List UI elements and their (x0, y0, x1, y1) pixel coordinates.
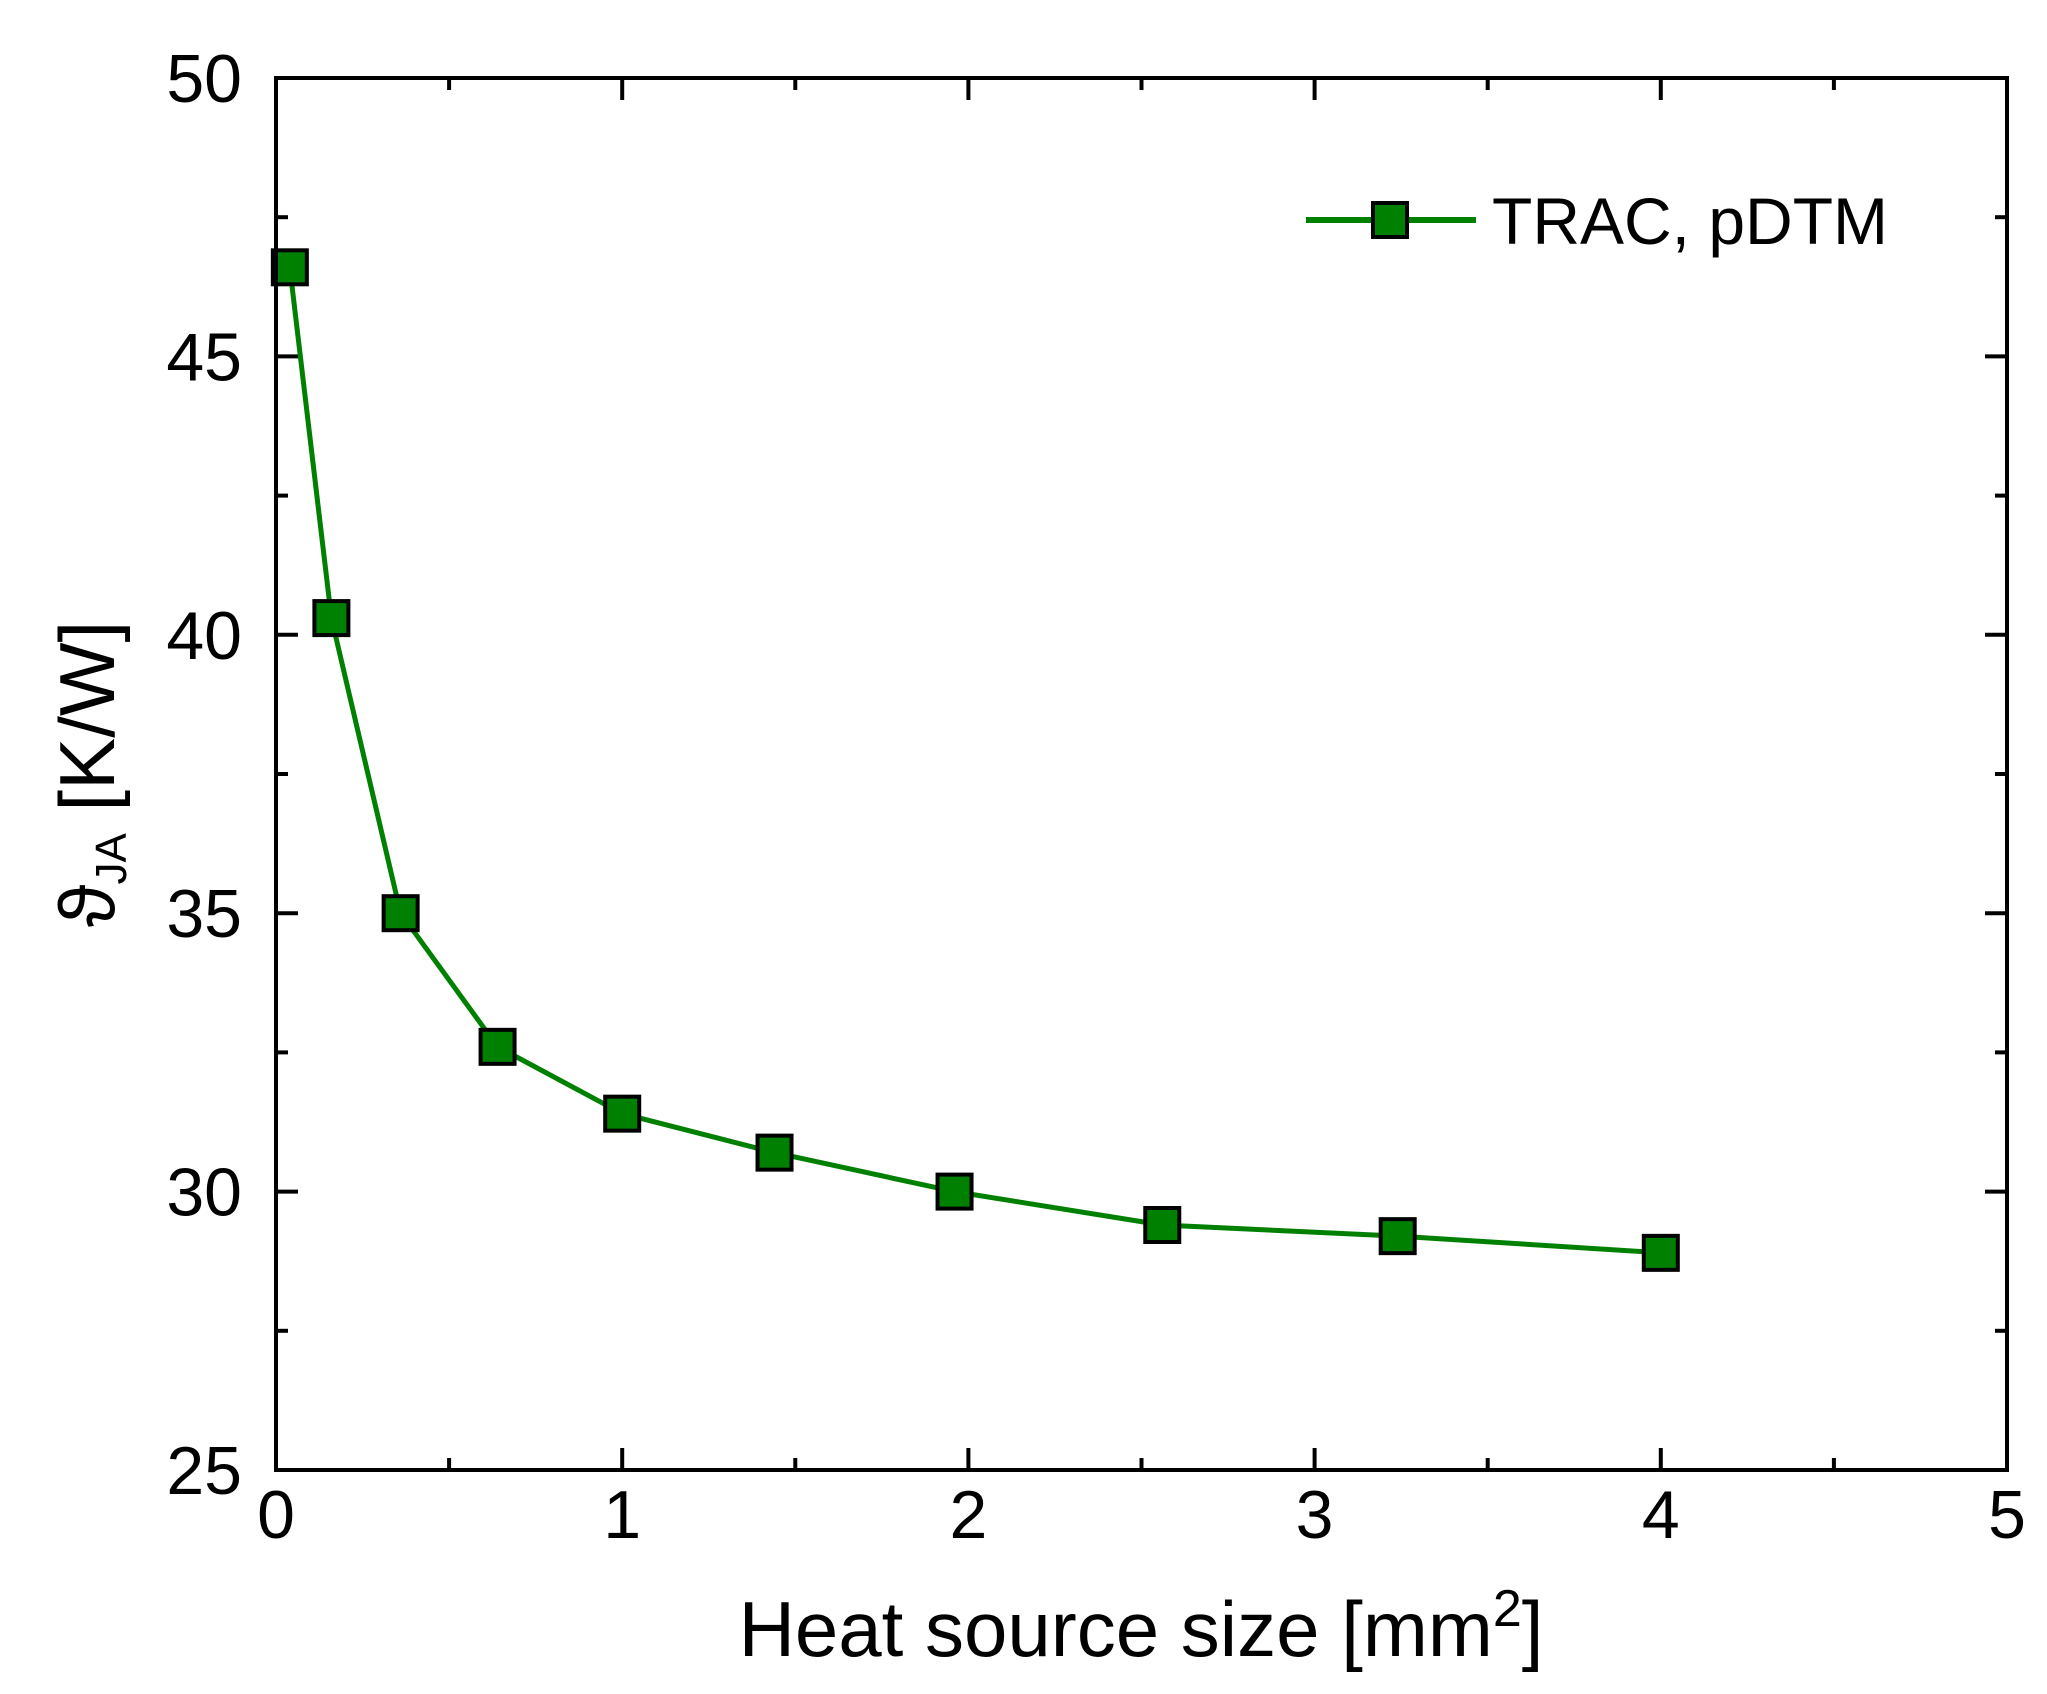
y-axis-title-unit-text: [K/W] (43, 621, 131, 812)
legend: TRAC, pDTM (1306, 184, 1888, 258)
data-point-marker (1641, 1233, 1680, 1272)
data-point-marker (1143, 1206, 1182, 1245)
x-tick-label: 0 (257, 1477, 295, 1553)
x-axis-title: Heat source size [mm2] (739, 1580, 1544, 1673)
data-point-marker (478, 1027, 517, 1066)
data-point-marker (755, 1133, 794, 1172)
plot-frame (274, 76, 2009, 1472)
x-axis-title-suffix: ] (1522, 1585, 1544, 1673)
y-tick-label: 45 (166, 319, 242, 395)
y-tick-label: 50 (166, 41, 242, 117)
y-tick-label: 35 (166, 876, 242, 952)
data-point-marker (935, 1172, 974, 1211)
y-axis-title-unit (43, 811, 131, 833)
data-point-marker (381, 894, 420, 933)
legend-marker (1371, 201, 1409, 239)
y-tick-label: 30 (166, 1155, 242, 1231)
x-tick-label: 2 (949, 1477, 987, 1553)
x-tick-labels: 0 1 2 3 4 5 (257, 1477, 2026, 1553)
series-layer (270, 248, 1680, 1272)
x-tick-label: 3 (1296, 1477, 1334, 1553)
x-tick-label: 5 (1988, 1477, 2026, 1553)
y-tick-label: 40 (166, 598, 242, 674)
x-axis-title-superscript: 2 (1493, 1580, 1522, 1638)
x-tick-label: 1 (603, 1477, 641, 1553)
y-tick-labels: 25 30 35 40 45 50 (166, 41, 242, 1509)
data-point-marker (270, 248, 309, 287)
y-axis-title: ϑJA [K/W] (43, 621, 136, 927)
data-point-marker (1378, 1217, 1417, 1256)
data-point-marker (312, 599, 351, 638)
legend-label: TRAC, pDTM (1492, 184, 1888, 258)
y-axis-title-subscript: JA (87, 833, 136, 885)
y-axis-title-symbol: ϑ (43, 884, 131, 927)
x-tick-label: 4 (1642, 1477, 1680, 1553)
plot-area (276, 78, 2007, 1470)
x-axis-title-main: Heat source size [mm (739, 1585, 1493, 1673)
series-line (287, 267, 1661, 1256)
data-point-marker (603, 1094, 642, 1133)
y-tick-label: 25 (166, 1433, 242, 1509)
